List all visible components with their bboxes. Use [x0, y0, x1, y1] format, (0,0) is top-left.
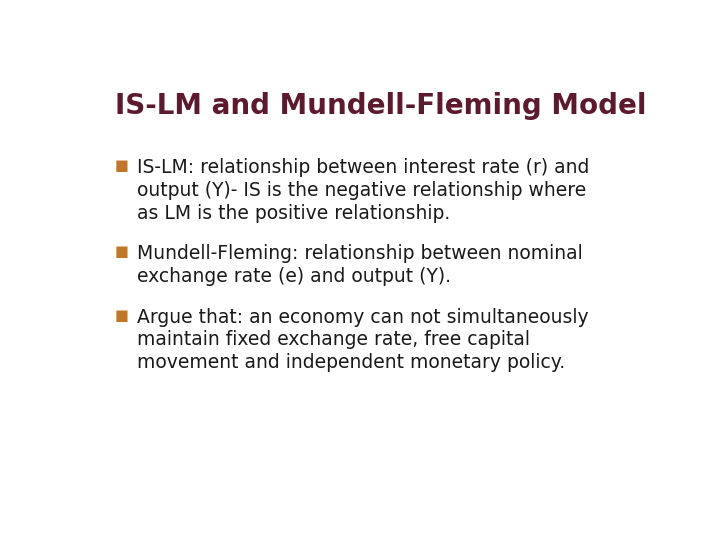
- Text: output (Y)- IS is the negative relationship where: output (Y)- IS is the negative relations…: [138, 181, 587, 200]
- Text: Mundell-Fleming: relationship between nominal: Mundell-Fleming: relationship between no…: [138, 245, 583, 264]
- Text: ■: ■: [115, 158, 129, 173]
- Text: exchange rate (e) and output (Y).: exchange rate (e) and output (Y).: [138, 267, 451, 286]
- Text: movement and independent monetary policy.: movement and independent monetary policy…: [138, 353, 565, 373]
- Text: ■: ■: [115, 245, 129, 259]
- Text: Argue that: an economy can not simultaneously: Argue that: an economy can not simultane…: [138, 308, 589, 327]
- Text: IS-LM and Mundell-Fleming Model: IS-LM and Mundell-Fleming Model: [115, 92, 647, 120]
- Text: as LM is the positive relationship.: as LM is the positive relationship.: [138, 204, 451, 223]
- Text: ■: ■: [115, 308, 129, 322]
- Text: maintain fixed exchange rate, free capital: maintain fixed exchange rate, free capit…: [138, 330, 531, 349]
- Text: IS-LM: relationship between interest rate (r) and: IS-LM: relationship between interest rat…: [138, 158, 590, 177]
